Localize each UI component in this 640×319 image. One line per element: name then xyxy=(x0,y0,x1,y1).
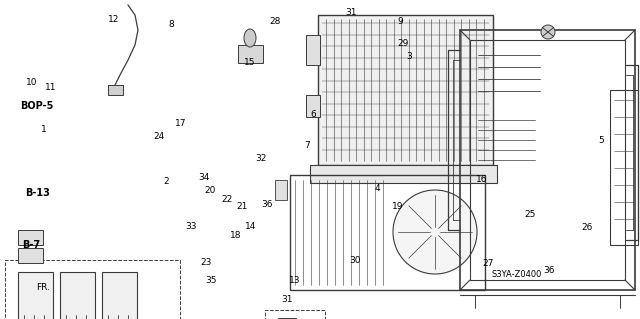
Text: 20: 20 xyxy=(204,186,216,195)
Text: 25: 25 xyxy=(524,210,536,219)
Bar xyxy=(18,248,43,263)
Text: 22: 22 xyxy=(221,195,233,204)
Bar xyxy=(470,40,625,280)
Text: B-7: B-7 xyxy=(22,240,40,250)
Text: 32: 32 xyxy=(255,154,267,163)
Text: 17: 17 xyxy=(175,119,186,128)
Text: 29: 29 xyxy=(397,39,409,48)
Text: 4: 4 xyxy=(375,184,380,193)
Bar xyxy=(265,310,325,319)
Text: BOP-5: BOP-5 xyxy=(20,101,54,111)
Text: 35: 35 xyxy=(205,276,217,285)
Text: 21: 21 xyxy=(236,202,248,211)
Bar xyxy=(460,30,635,290)
Text: 23: 23 xyxy=(200,258,212,267)
Circle shape xyxy=(393,190,477,274)
Text: 10: 10 xyxy=(26,78,38,87)
Text: 6: 6 xyxy=(311,110,316,119)
Text: 16: 16 xyxy=(476,175,487,184)
Text: 12: 12 xyxy=(108,15,120,24)
Text: 33: 33 xyxy=(185,222,196,231)
Text: 26: 26 xyxy=(582,223,593,232)
Text: 31: 31 xyxy=(345,8,356,17)
Bar xyxy=(60,272,95,319)
Ellipse shape xyxy=(244,29,256,47)
Text: 2: 2 xyxy=(164,177,169,186)
Bar xyxy=(5,260,180,319)
Text: 7: 7 xyxy=(305,141,310,150)
Text: 19: 19 xyxy=(392,202,404,211)
Text: 28: 28 xyxy=(269,17,281,26)
Bar xyxy=(310,165,497,183)
Text: 31: 31 xyxy=(281,295,292,304)
Text: FR.: FR. xyxy=(36,283,51,292)
Bar xyxy=(306,95,320,117)
Bar xyxy=(278,318,296,319)
Text: B-13: B-13 xyxy=(25,188,49,198)
Text: 8: 8 xyxy=(169,20,174,29)
Bar xyxy=(108,85,123,95)
Text: 13: 13 xyxy=(289,276,300,285)
Text: 11: 11 xyxy=(45,83,57,92)
Bar xyxy=(275,180,287,200)
Text: 36: 36 xyxy=(543,266,555,275)
Text: 3: 3 xyxy=(407,52,412,61)
Text: 18: 18 xyxy=(230,231,241,240)
Bar xyxy=(238,45,263,63)
Text: S3YA-Z0400: S3YA-Z0400 xyxy=(492,271,542,279)
Text: 27: 27 xyxy=(482,259,493,268)
Text: 36: 36 xyxy=(262,200,273,209)
Text: 9: 9 xyxy=(397,17,403,26)
Bar xyxy=(18,230,43,245)
Bar xyxy=(290,175,485,290)
Bar xyxy=(102,272,137,319)
Text: 30: 30 xyxy=(349,256,361,265)
Text: 34: 34 xyxy=(198,173,209,182)
Text: 5: 5 xyxy=(599,136,604,145)
Bar xyxy=(610,90,638,245)
Bar xyxy=(18,272,53,319)
Bar xyxy=(306,35,320,65)
Text: 15: 15 xyxy=(244,58,255,67)
Circle shape xyxy=(541,25,555,39)
Text: 1: 1 xyxy=(41,125,46,134)
Text: 24: 24 xyxy=(153,132,164,141)
Text: 14: 14 xyxy=(245,222,257,231)
Bar xyxy=(318,15,493,165)
